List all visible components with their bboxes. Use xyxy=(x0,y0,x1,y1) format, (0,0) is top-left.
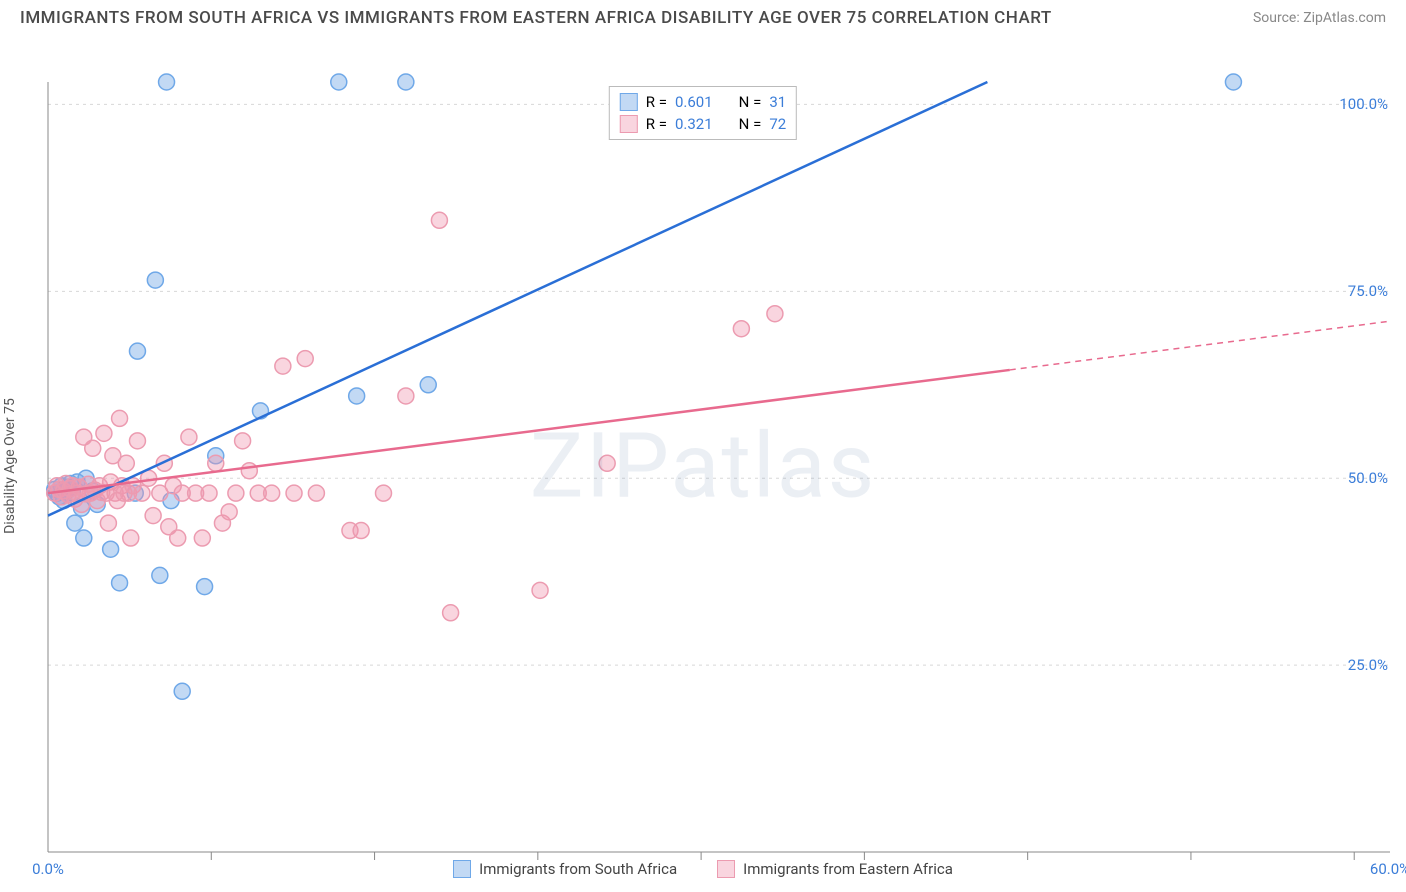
chart-title: IMMIGRANTS FROM SOUTH AFRICA VS IMMIGRAN… xyxy=(20,8,1052,28)
legend-swatch-icon xyxy=(620,93,638,111)
r-label: R = xyxy=(646,115,667,133)
correlation-legend: R = 0.601 N = 31 R = 0.321 N = 72 xyxy=(609,86,797,140)
legend-label: Immigrants from Eastern Africa xyxy=(743,860,953,878)
y-tick-label: 75.0% xyxy=(1348,282,1388,300)
n-label: N = xyxy=(739,115,762,133)
series-legend: Immigrants from South Africa Immigrants … xyxy=(0,860,1406,878)
legend-item: Immigrants from Eastern Africa xyxy=(717,860,953,878)
y-axis-label: Disability Age Over 75 xyxy=(2,398,18,534)
r-value: 0.601 xyxy=(675,93,713,111)
legend-swatch-icon xyxy=(453,860,471,878)
x-tick-label: 60.0% xyxy=(1370,860,1406,878)
n-value: 31 xyxy=(769,93,786,111)
legend-row: R = 0.321 N = 72 xyxy=(620,113,786,135)
legend-item: Immigrants from South Africa xyxy=(453,860,677,878)
x-tick-label: 0.0% xyxy=(32,860,64,878)
chart-source: Source: ZipAtlas.com xyxy=(1253,10,1386,26)
n-value: 72 xyxy=(769,115,786,133)
source-name: ZipAtlas.com xyxy=(1303,10,1386,26)
y-tick-label: 50.0% xyxy=(1348,469,1388,487)
legend-swatch-icon xyxy=(717,860,735,878)
source-prefix: Source: xyxy=(1253,10,1303,26)
chart-container: Disability Age Over 75 ZIPatlas R = 0.60… xyxy=(0,40,1406,892)
legend-swatch-icon xyxy=(620,115,638,133)
legend-label: Immigrants from South Africa xyxy=(479,860,677,878)
scatter-plot xyxy=(0,40,1406,892)
legend-row: R = 0.601 N = 31 xyxy=(620,91,786,113)
r-value: 0.321 xyxy=(675,115,713,133)
r-label: R = xyxy=(646,93,667,111)
y-tick-label: 100.0% xyxy=(1339,95,1388,113)
chart-header: IMMIGRANTS FROM SOUTH AFRICA VS IMMIGRAN… xyxy=(0,0,1406,32)
y-tick-label: 25.0% xyxy=(1348,656,1388,674)
n-label: N = xyxy=(739,93,762,111)
